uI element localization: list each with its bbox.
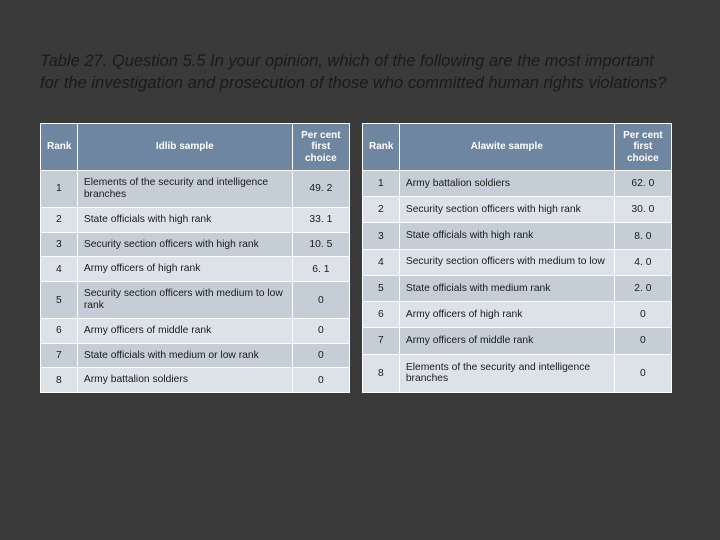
cell-sample: State officials with high rank bbox=[399, 223, 614, 249]
cell-pct: 0 bbox=[292, 318, 349, 343]
cell-rank: 7 bbox=[41, 343, 78, 368]
table-row: 8Army battalion soldiers0 bbox=[41, 368, 350, 393]
idlib-table: Rank Idlib sample Per cent first choice … bbox=[40, 123, 350, 394]
alawite-table: Rank Alawite sample Per cent first choic… bbox=[362, 123, 672, 394]
cell-pct: 0 bbox=[292, 343, 349, 368]
cell-pct: 33. 1 bbox=[292, 207, 349, 232]
cell-sample: State officials with medium or low rank bbox=[77, 343, 292, 368]
table-row: 4Security section officers with medium t… bbox=[363, 249, 672, 275]
table-row: 5Security section officers with medium t… bbox=[41, 282, 350, 319]
table-title: Table 27. Question 5.5 In your opinion, … bbox=[40, 50, 680, 95]
cell-sample: Army officers of high rank bbox=[77, 257, 292, 282]
slide: Table 27. Question 5.5 In your opinion, … bbox=[0, 0, 720, 540]
cell-sample: Security section officers with high rank bbox=[77, 232, 292, 257]
cell-sample: Elements of the security and intelligenc… bbox=[77, 171, 292, 208]
cell-sample: Army battalion soldiers bbox=[77, 368, 292, 393]
tables-wrapper: Rank Idlib sample Per cent first choice … bbox=[40, 123, 680, 394]
cell-sample: State officials with high rank bbox=[77, 207, 292, 232]
cell-pct: 0 bbox=[292, 368, 349, 393]
cell-pct: 8. 0 bbox=[614, 223, 671, 249]
cell-sample: Army officers of middle rank bbox=[77, 318, 292, 343]
cell-pct: 6. 1 bbox=[292, 257, 349, 282]
table-row: 2State officials with high rank33. 1 bbox=[41, 207, 350, 232]
table-row: 2Security section officers with high ran… bbox=[363, 197, 672, 223]
cell-pct: 49. 2 bbox=[292, 171, 349, 208]
cell-sample: Security section officers with medium to… bbox=[399, 249, 614, 275]
cell-rank: 1 bbox=[41, 171, 78, 208]
cell-rank: 3 bbox=[41, 232, 78, 257]
table-row: 6Army officers of middle rank0 bbox=[41, 318, 350, 343]
cell-sample: Security section officers with medium to… bbox=[77, 282, 292, 319]
cell-rank: 1 bbox=[363, 171, 400, 197]
cell-sample: State officials with medium rank bbox=[399, 275, 614, 301]
cell-rank: 4 bbox=[41, 257, 78, 282]
cell-rank: 8 bbox=[41, 368, 78, 393]
table-row: 6Army officers of high rank0 bbox=[363, 302, 672, 328]
cell-pct: 0 bbox=[292, 282, 349, 319]
col-pct: Per cent first choice bbox=[292, 123, 349, 171]
col-sample: Alawite sample bbox=[399, 123, 614, 171]
cell-pct: 0 bbox=[614, 302, 671, 328]
cell-rank: 2 bbox=[41, 207, 78, 232]
cell-rank: 6 bbox=[363, 302, 400, 328]
table-row: 8Elements of the security and intelligen… bbox=[363, 354, 672, 393]
col-pct: Per cent first choice bbox=[614, 123, 671, 171]
col-rank: Rank bbox=[41, 123, 78, 171]
cell-rank: 3 bbox=[363, 223, 400, 249]
table-row: 4Army officers of high rank6. 1 bbox=[41, 257, 350, 282]
cell-rank: 4 bbox=[363, 249, 400, 275]
table-row: 7State officials with medium or low rank… bbox=[41, 343, 350, 368]
col-sample: Idlib sample bbox=[77, 123, 292, 171]
cell-pct: 10. 5 bbox=[292, 232, 349, 257]
table-row: 1Army battalion soldiers62. 0 bbox=[363, 171, 672, 197]
cell-rank: 2 bbox=[363, 197, 400, 223]
col-rank: Rank bbox=[363, 123, 400, 171]
cell-rank: 6 bbox=[41, 318, 78, 343]
cell-rank: 5 bbox=[363, 275, 400, 301]
table-row: 3Security section officers with high ran… bbox=[41, 232, 350, 257]
cell-sample: Security section officers with high rank bbox=[399, 197, 614, 223]
cell-pct: 0 bbox=[614, 354, 671, 393]
idlib-tbody: 1Elements of the security and intelligen… bbox=[41, 171, 350, 393]
cell-rank: 5 bbox=[41, 282, 78, 319]
cell-sample: Elements of the security and intelligenc… bbox=[399, 354, 614, 393]
table-header-row: Rank Alawite sample Per cent first choic… bbox=[363, 123, 672, 171]
cell-pct: 0 bbox=[614, 328, 671, 354]
cell-pct: 30. 0 bbox=[614, 197, 671, 223]
table-header-row: Rank Idlib sample Per cent first choice bbox=[41, 123, 350, 171]
table-row: 3State officials with high rank8. 0 bbox=[363, 223, 672, 249]
cell-pct: 4. 0 bbox=[614, 249, 671, 275]
cell-sample: Army officers of high rank bbox=[399, 302, 614, 328]
cell-rank: 7 bbox=[363, 328, 400, 354]
cell-rank: 8 bbox=[363, 354, 400, 393]
cell-pct: 2. 0 bbox=[614, 275, 671, 301]
alawite-tbody: 1Army battalion soldiers62. 02Security s… bbox=[363, 171, 672, 393]
table-row: 1Elements of the security and intelligen… bbox=[41, 171, 350, 208]
table-row: 5State officials with medium rank2. 0 bbox=[363, 275, 672, 301]
table-row: 7Army officers of middle rank0 bbox=[363, 328, 672, 354]
cell-sample: Army battalion soldiers bbox=[399, 171, 614, 197]
cell-sample: Army officers of middle rank bbox=[399, 328, 614, 354]
cell-pct: 62. 0 bbox=[614, 171, 671, 197]
